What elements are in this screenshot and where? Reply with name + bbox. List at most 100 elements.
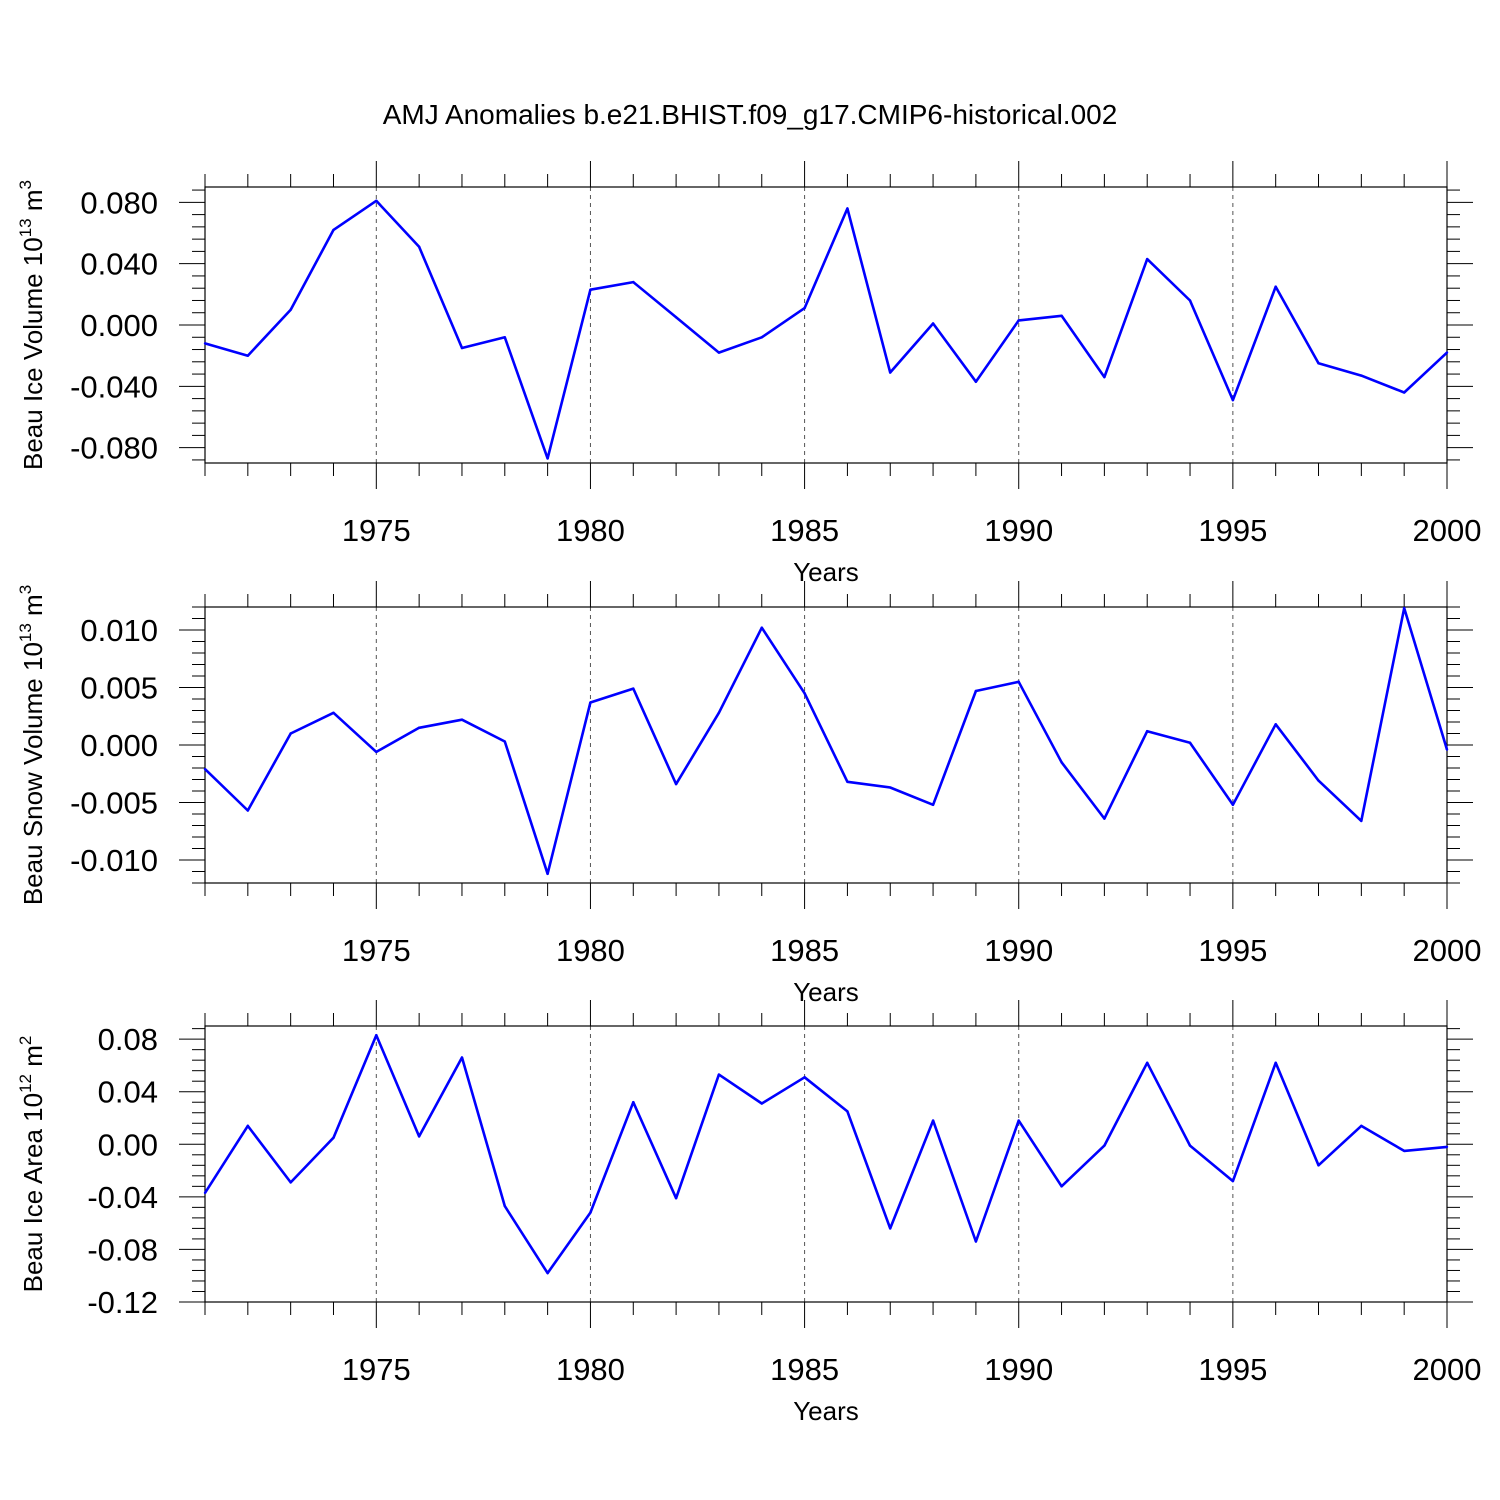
data-point — [760, 336, 763, 339]
y-tick-label: -0.080 — [70, 431, 158, 466]
x-axis-label: Years — [793, 1396, 859, 1426]
data-point — [417, 245, 421, 248]
data-point — [1274, 723, 1277, 726]
data-point — [1231, 1179, 1235, 1183]
data-point — [375, 750, 378, 754]
x-tick-label: 1975 — [342, 1352, 411, 1387]
data-point — [1317, 362, 1320, 365]
data-point — [1360, 1124, 1363, 1128]
data-point — [332, 1136, 335, 1139]
data-point — [717, 1073, 721, 1076]
x-tick-label: 1990 — [984, 1352, 1053, 1387]
y-tick-label: 0.040 — [80, 247, 158, 282]
data-point — [1103, 375, 1106, 379]
data-point — [503, 740, 506, 743]
y-axis-label-unit: m — [18, 594, 48, 623]
data-point — [289, 308, 292, 311]
data-point — [760, 626, 763, 629]
data-point — [632, 687, 635, 690]
data-point — [460, 718, 464, 721]
data-point — [289, 732, 292, 735]
data-point — [931, 1119, 935, 1122]
data-point — [1188, 299, 1192, 302]
y-axis-label-unit-exponent: 3 — [16, 180, 35, 189]
y-tick-label: 0.04 — [98, 1075, 158, 1110]
data-point — [674, 1196, 678, 1200]
data-point — [375, 1034, 378, 1037]
data-point — [1445, 748, 1449, 751]
y-axis-label-unit: m — [18, 1045, 48, 1074]
data-point — [203, 1191, 207, 1195]
data-point — [803, 306, 806, 310]
data-point — [674, 316, 678, 319]
data-point — [546, 872, 549, 875]
x-tick-label: 1995 — [1198, 933, 1267, 968]
data-point — [974, 1240, 978, 1243]
data-point — [1060, 314, 1063, 317]
y-tick-label: -0.005 — [70, 786, 158, 821]
x-tick-label: 1980 — [556, 513, 625, 548]
y-tick-label: -0.04 — [87, 1180, 158, 1215]
data-point — [1146, 257, 1149, 261]
x-axis-label: Years — [793, 977, 859, 1007]
y-tick-label: 0.08 — [98, 1022, 158, 1057]
data-point — [1402, 606, 1406, 610]
x-tick-label: 1985 — [770, 933, 839, 968]
chart-panel-2: 0.010 0.005 0.000 -0.005 -0.010 1975 1980 1985 1… — [16, 581, 1481, 1007]
chart-panel-1: 0.080 0.040 0.000 -0.040 -0.080 1975 1980 1985 1… — [16, 161, 1481, 587]
x-tick-label: 1975 — [342, 513, 411, 548]
y-axis-label-exponent: 12 — [16, 1074, 35, 1093]
data-point — [1274, 285, 1277, 288]
chart-panel-3: 0.08 0.04 0.00 -0.04 -0.08 -0.12 1975 1980 1985 1… — [16, 1000, 1481, 1426]
data-point — [1231, 803, 1235, 806]
data-point — [332, 711, 335, 714]
data-point — [760, 1102, 763, 1105]
y-axis-label-text: Beau Snow Volume 10 — [18, 642, 48, 905]
data-point — [1188, 1144, 1192, 1147]
x-tick-label: 2000 — [1413, 1352, 1482, 1387]
series-line — [204, 199, 1448, 460]
data-point — [460, 346, 464, 350]
y-axis-label-unit-exponent: 3 — [16, 585, 35, 594]
x-tick-label: 1990 — [984, 933, 1053, 968]
y-axis-label-exponent: 13 — [16, 623, 35, 642]
data-point — [974, 380, 978, 383]
y-tick-label: -0.040 — [70, 369, 158, 404]
y-axis-label: Beau Ice Area 1012 m2 — [16, 1036, 48, 1293]
y-tick-label: -0.010 — [70, 843, 158, 878]
x-tick-label: 1980 — [556, 1352, 625, 1387]
data-point — [246, 809, 250, 812]
data-point — [332, 228, 335, 232]
data-point — [203, 342, 207, 345]
y-tick-label: 0.00 — [98, 1127, 158, 1162]
series-line — [204, 606, 1449, 876]
y-axis-label: Beau Ice Volume 1013 m3 — [16, 180, 48, 470]
y-axis-label-text: Beau Ice Volume 10 — [18, 237, 48, 470]
data-point — [1360, 819, 1363, 823]
data-point — [203, 767, 207, 771]
y-axis-label-text: Beau Ice Area 10 — [18, 1093, 48, 1292]
data-point — [1146, 1061, 1149, 1065]
data-point — [889, 1227, 892, 1230]
data-point — [1017, 319, 1020, 322]
y-axis-label-unit-exponent: 2 — [16, 1036, 35, 1045]
data-point — [674, 782, 678, 786]
data-point — [846, 1110, 849, 1113]
data-point — [803, 692, 806, 695]
data-point — [289, 1181, 292, 1184]
series-line — [203, 1033, 1448, 1275]
data-point — [417, 726, 421, 729]
data-point — [1103, 817, 1106, 820]
data-point — [632, 280, 635, 284]
y-axis-label: Beau Snow Volume 1013 m3 — [16, 585, 48, 905]
data-point — [589, 701, 592, 704]
x-tick-label: 1975 — [342, 933, 411, 968]
data-point — [931, 322, 935, 325]
data-point — [546, 1271, 549, 1275]
data-point — [1274, 1061, 1277, 1065]
data-point — [1317, 779, 1320, 782]
data-point — [717, 711, 721, 714]
y-tick-label: -0.08 — [87, 1232, 158, 1267]
x-tick-label: 1985 — [770, 1352, 839, 1387]
